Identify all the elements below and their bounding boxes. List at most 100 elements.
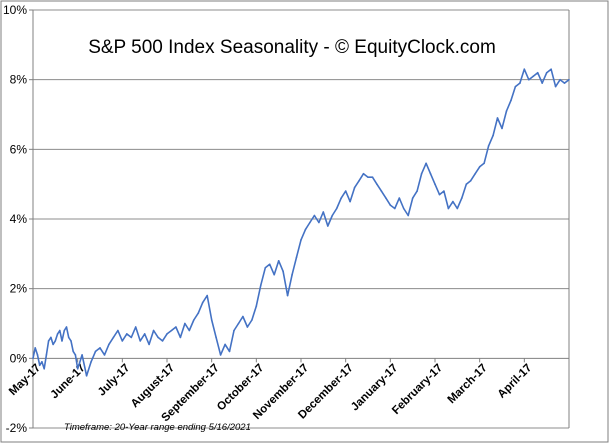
data-point — [112, 336, 115, 339]
data-point — [559, 78, 561, 81]
data-point — [452, 200, 454, 203]
data-point — [322, 211, 325, 213]
y-tick-label: -2% — [6, 421, 28, 435]
data-point — [434, 183, 436, 185]
data-point — [563, 82, 566, 84]
data-point — [380, 190, 383, 192]
data-point — [52, 343, 54, 346]
data-point — [389, 204, 392, 206]
data-point — [117, 329, 119, 332]
grid-lines — [33, 9, 569, 429]
data-point — [224, 343, 226, 346]
data-point — [443, 190, 445, 192]
data-point — [260, 284, 262, 287]
data-point — [148, 343, 150, 346]
data-point — [474, 172, 477, 175]
data-point — [206, 294, 208, 297]
data-point — [251, 319, 253, 321]
data-point — [246, 326, 249, 328]
data-point — [41, 361, 43, 363]
data-point — [282, 270, 284, 273]
data-point — [47, 340, 50, 342]
data-point — [420, 172, 423, 175]
data-point — [74, 354, 77, 356]
data-point — [103, 354, 106, 356]
data-point — [43, 368, 45, 370]
data-point — [327, 225, 329, 227]
data-point — [219, 354, 222, 356]
data-point — [385, 197, 387, 199]
data-point — [228, 350, 231, 353]
y-tick-label: 8% — [10, 73, 28, 87]
data-point — [59, 329, 61, 332]
data-point — [358, 179, 360, 182]
y-tick-label: 4% — [10, 212, 28, 226]
data-points — [32, 68, 570, 377]
data-point — [264, 267, 267, 269]
data-point — [492, 134, 494, 137]
data-point — [56, 333, 59, 335]
data-point — [36, 354, 39, 356]
data-point — [394, 207, 396, 210]
data-point — [170, 329, 173, 332]
data-point — [130, 336, 133, 339]
data-point — [318, 221, 320, 224]
data-point — [300, 239, 302, 241]
data-point — [545, 71, 548, 74]
data-point — [487, 145, 490, 147]
data-point — [447, 207, 450, 210]
data-point — [215, 336, 217, 339]
data-point — [461, 197, 463, 199]
data-point — [295, 256, 298, 259]
data-point — [179, 336, 182, 339]
data-point — [425, 162, 427, 165]
data-point — [50, 336, 52, 339]
data-point — [416, 190, 418, 192]
data-point — [344, 190, 347, 192]
data-point — [550, 68, 552, 70]
data-point — [523, 68, 526, 70]
data-point — [483, 162, 485, 165]
data-point — [478, 166, 481, 168]
data-point — [210, 319, 213, 321]
data-point — [554, 85, 557, 88]
data-point — [286, 294, 289, 297]
data-point — [63, 329, 66, 332]
data-point — [376, 183, 378, 185]
data-point — [532, 75, 535, 77]
data-point — [72, 350, 74, 353]
data-point — [496, 117, 499, 119]
data-point — [121, 340, 124, 342]
data-point — [108, 343, 110, 346]
data-point — [568, 78, 570, 81]
data-point — [161, 340, 164, 342]
data-point — [166, 333, 168, 335]
data-point — [61, 340, 63, 342]
data-point — [407, 214, 410, 217]
data-point — [193, 319, 195, 321]
data-point — [76, 368, 79, 370]
data-point — [335, 207, 338, 210]
data-point — [152, 329, 155, 332]
data-point — [65, 326, 68, 328]
data-point — [175, 326, 177, 328]
data-point — [273, 273, 276, 276]
data-point — [398, 197, 401, 199]
data-point — [157, 336, 159, 339]
data-point — [268, 263, 271, 266]
data-point — [201, 301, 204, 304]
data-point — [501, 127, 503, 130]
data-point — [353, 186, 356, 189]
data-point — [331, 214, 334, 217]
data-point — [510, 99, 512, 102]
data-point — [126, 333, 128, 335]
data-point — [514, 85, 517, 88]
data-point — [519, 82, 521, 84]
data-point — [237, 322, 240, 325]
data-point — [197, 312, 200, 314]
data-point — [233, 329, 235, 332]
data-point — [134, 326, 137, 328]
data-point — [94, 350, 97, 353]
